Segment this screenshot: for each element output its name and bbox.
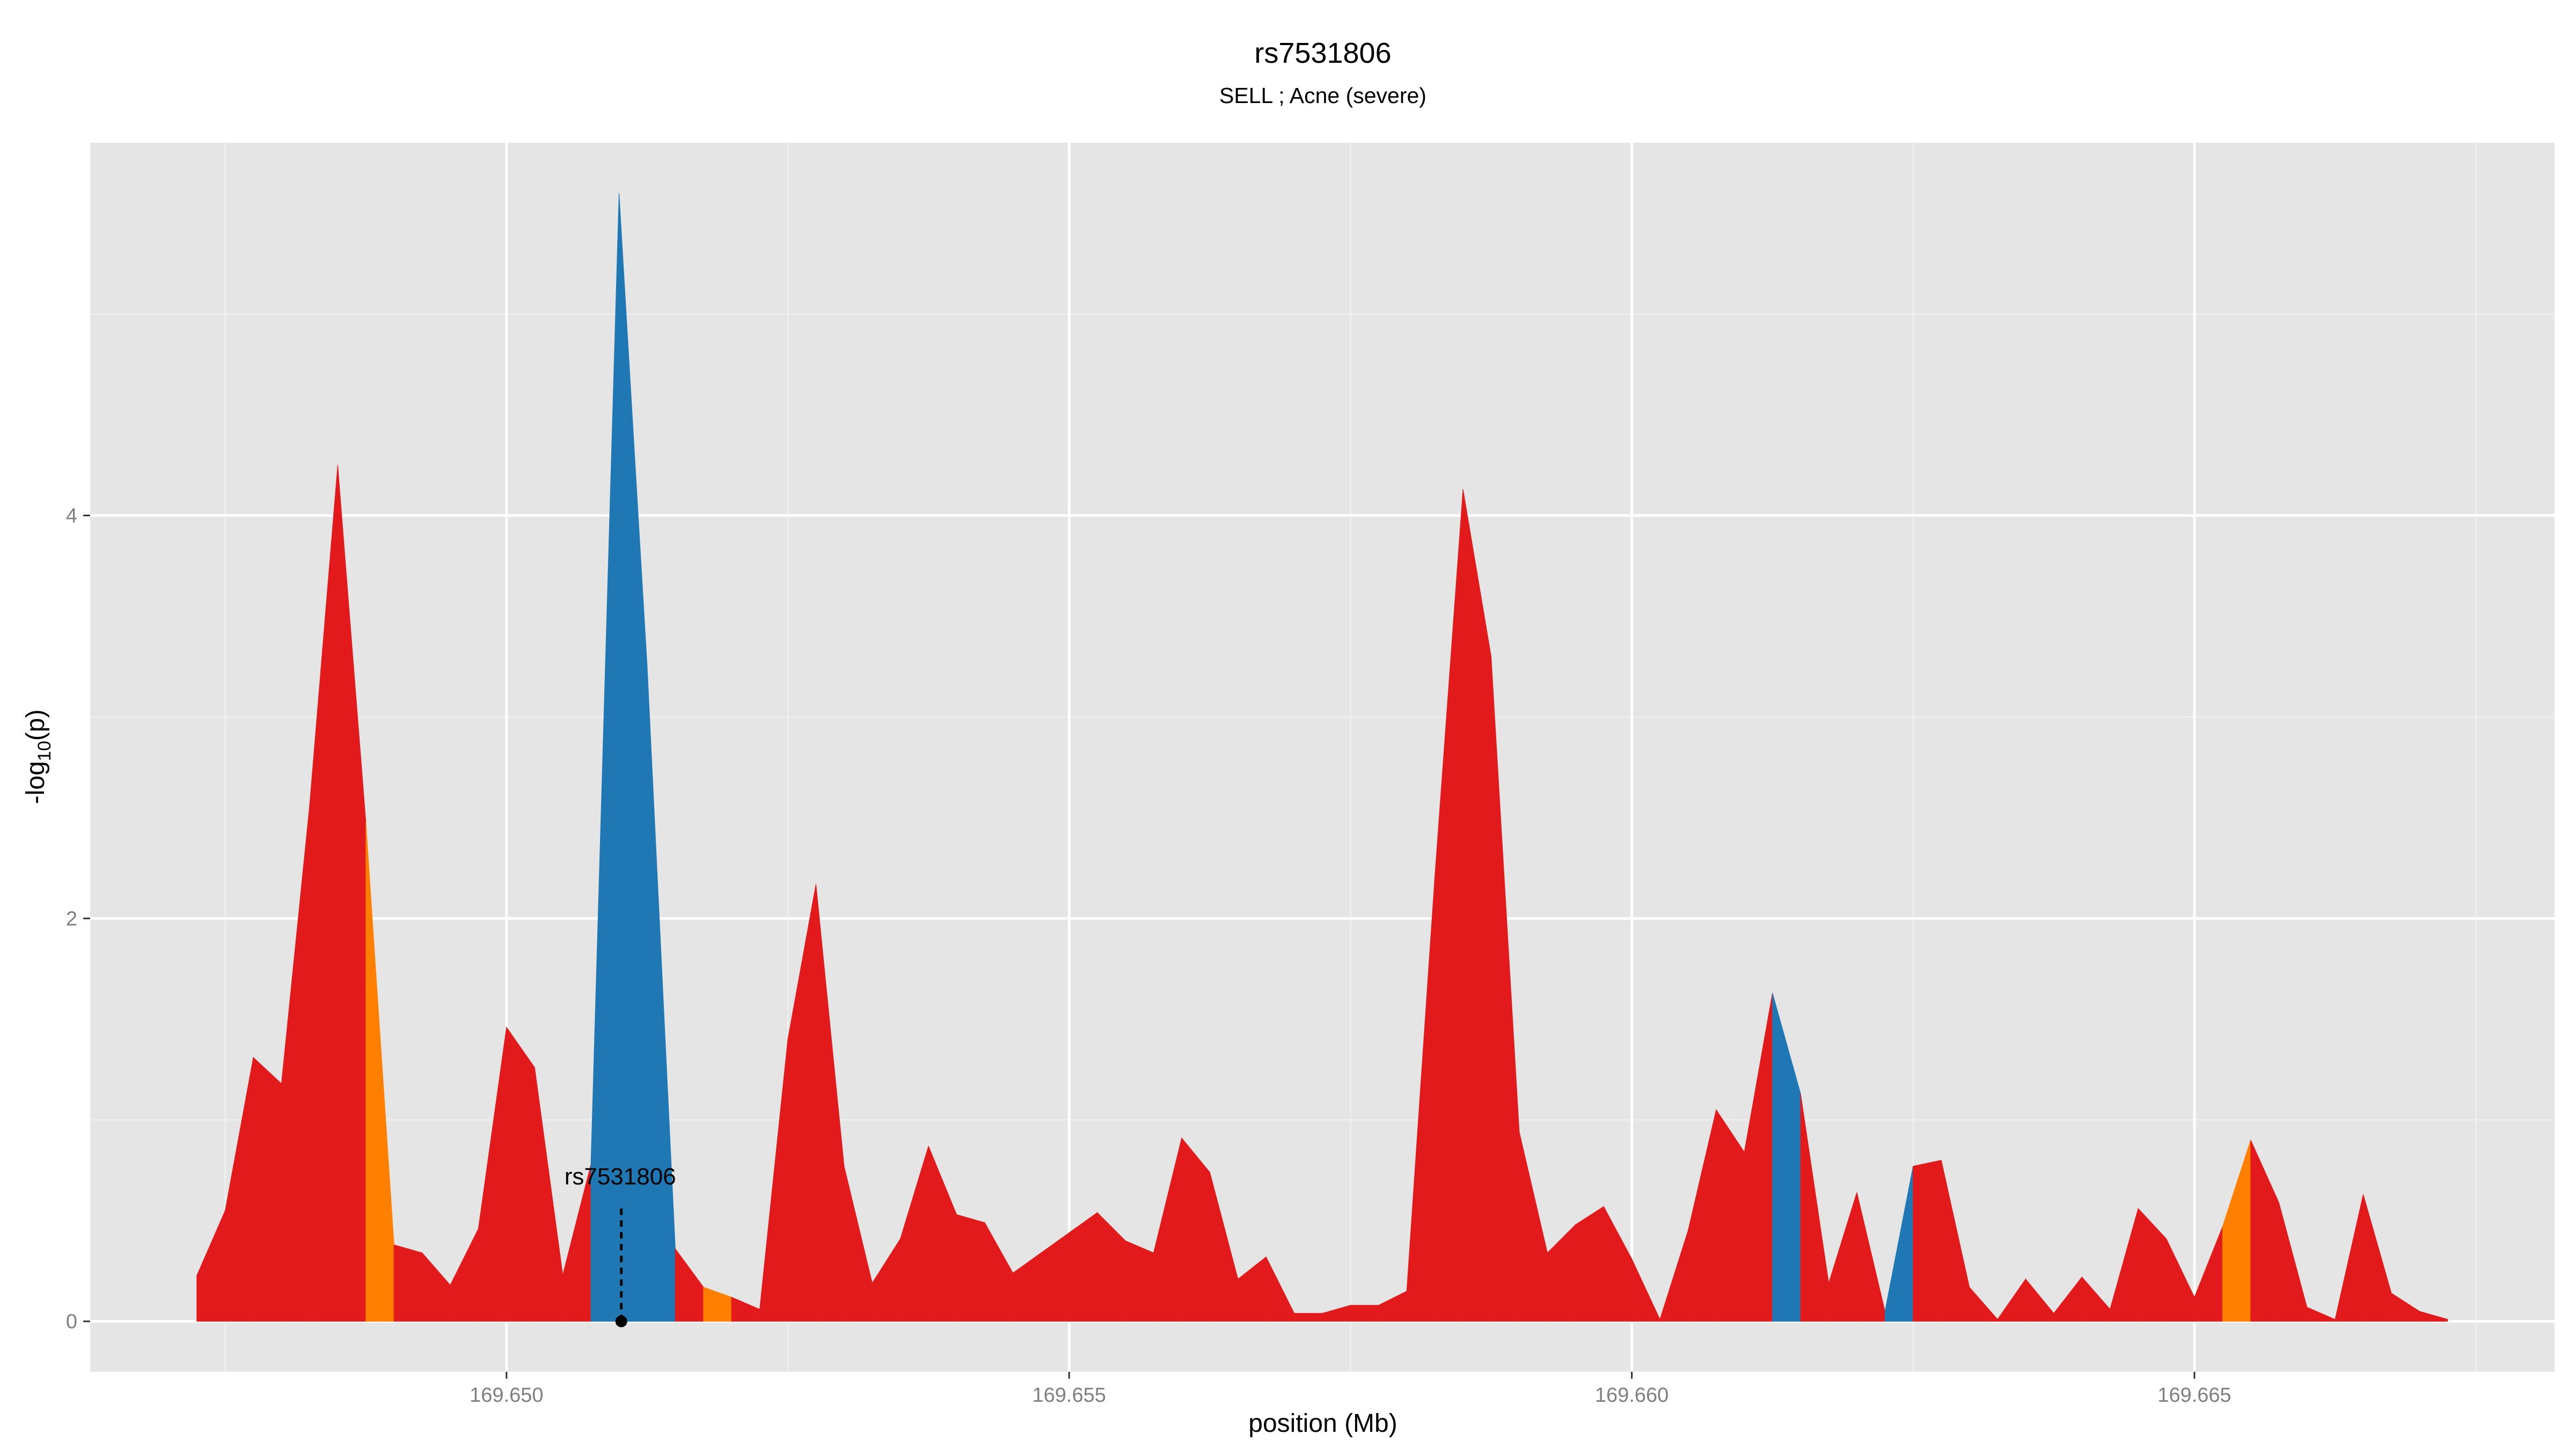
x-axis-label: position (Mb) [1248, 1409, 1397, 1438]
annotation-point [615, 1315, 627, 1328]
y-axis-label: -log10(p) [21, 709, 55, 804]
area-band-7 [393, 1244, 423, 1322]
x-tick-label-0: 169.650 [470, 1384, 543, 1407]
chart-title: rs7531806 [1254, 37, 1391, 69]
area-bands [196, 193, 2448, 1322]
y-tick-label-1: 2 [66, 908, 77, 930]
plot-panel [90, 143, 2555, 1372]
x-tick-label-3: 169.665 [2157, 1384, 2231, 1407]
area-band-27 [956, 1214, 985, 1322]
x-tick-label-2: 169.660 [1595, 1384, 1668, 1407]
y-tick-label-2: 4 [66, 505, 77, 528]
area-band-79 [2419, 1311, 2448, 1322]
area-band-49 [1575, 1206, 1604, 1322]
annotation: rs7531806 [565, 1163, 676, 1328]
axes: 169.650 169.655 169.660 169.665 0 2 4 [66, 505, 2231, 1407]
annotation-label: rs7531806 [565, 1163, 676, 1190]
area-band-11 [506, 1026, 535, 1322]
area-band-61 [1913, 1160, 1942, 1322]
y-tick-label-0: 0 [66, 1311, 77, 1333]
chart-subtitle: SELL ; Acne (severe) [1219, 83, 1426, 108]
y-axis-label-tail: (p) [21, 709, 50, 741]
y-axis-label-main: -log [21, 761, 50, 804]
area-band-39 [1294, 1313, 1323, 1322]
y-axis-label-subscript: 10 [34, 741, 55, 761]
area-band-41 [1350, 1305, 1379, 1322]
area-band-33 [1125, 1240, 1154, 1322]
x-tick-label-1: 169.655 [1033, 1384, 1106, 1407]
area-band-2 [253, 1057, 282, 1322]
